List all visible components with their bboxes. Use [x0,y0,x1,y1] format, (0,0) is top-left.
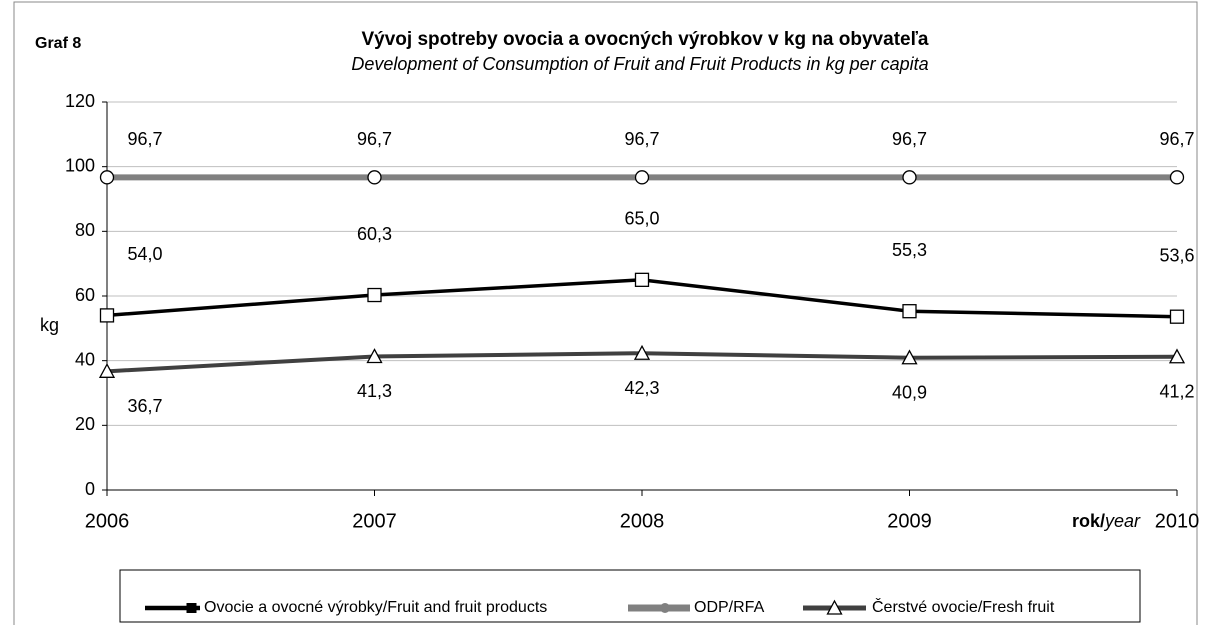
data-point [902,304,917,319]
legend-label: Čerstvé ovocie/Fresh fruit [872,597,1055,616]
y-tick-label: 40 [75,349,95,369]
data-label: 55,3 [892,240,927,260]
chart-title: Vývoj spotreby ovocia a ovocných výrobko… [362,29,929,50]
data-point [99,170,115,185]
chart-frame [13,1,1198,625]
data-point [1169,170,1185,185]
data-point [901,349,918,365]
data-point [634,170,650,185]
x-axis-label: rok/year [1072,511,1141,531]
x-tick-label: 2008 [620,510,665,532]
y-axis-label: kg [40,315,59,335]
data-label: 96,7 [892,129,927,149]
data-label: 41,2 [1159,382,1194,402]
y-tick-label: 120 [65,91,95,111]
data-point [367,287,382,303]
data-point [1168,348,1186,364]
x-tick-label: 2009 [887,510,932,532]
data-point [902,170,917,185]
legend-marker [186,603,197,613]
chart-subtitle: Development of Consumption of Fruit and … [351,54,928,74]
data-label: 96,7 [127,129,162,149]
x-axis-label-italic: year [1103,511,1141,531]
data-label: 42,3 [624,378,659,398]
data-label: 41,3 [357,381,392,401]
data-point [98,362,116,378]
x-tick-label: 2010 [1155,510,1200,532]
legend-marker [826,599,843,615]
legend-label: ODP/RFA [694,599,765,616]
legend-marker [660,603,670,613]
data-point [367,170,382,185]
y-tick-label: 0 [85,479,95,499]
y-tick-label: 80 [75,220,95,240]
legend-box [119,569,1141,623]
data-label: 96,7 [1159,129,1194,149]
data-label: 54,0 [127,244,162,264]
data-label: 65,0 [624,209,659,229]
x-axis-label-bold: rok/ [1072,511,1105,531]
y-tick-label: 60 [75,285,95,305]
x-tick-label: 2007 [352,510,397,532]
data-point [1169,309,1185,324]
data-label: 96,7 [624,129,659,149]
y-tick-label: 20 [75,414,95,434]
data-label: 40,9 [892,383,927,403]
data-label: 60,3 [357,224,392,244]
chart-label: Graf 8 [35,35,81,52]
data-label: 36,7 [127,396,162,416]
y-tick-label: 100 [65,155,95,175]
data-label: 96,7 [357,129,392,149]
data-point [366,348,383,364]
data-point [634,272,650,287]
data-point [99,308,115,323]
data-point [633,344,651,360]
x-tick-label: 2006 [85,510,130,532]
legend-label: Ovocie a ovocné výrobky/Fruit and fruit … [204,599,547,616]
data-label: 53,6 [1159,245,1194,265]
